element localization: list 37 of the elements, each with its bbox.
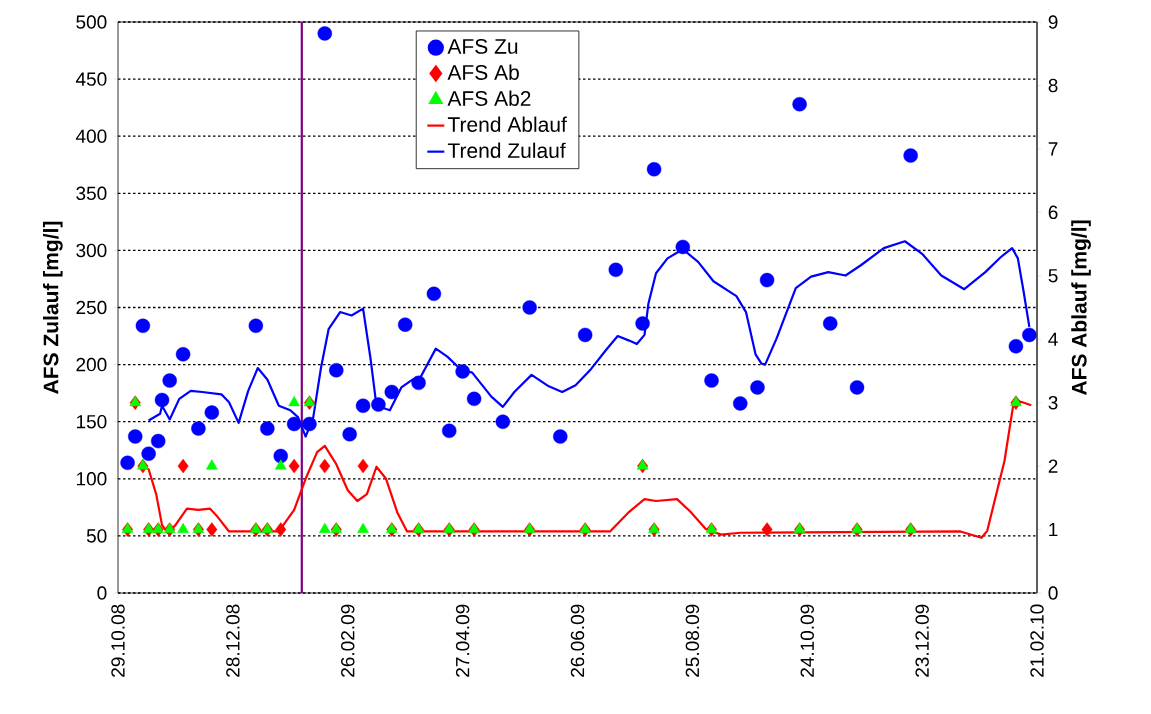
- y-tick-label: 300: [76, 243, 107, 258]
- y-tick-label: 150: [76, 414, 107, 429]
- x-tick-label: 28.12.08: [226, 604, 240, 677]
- x-tick-label: 27.04.09: [455, 604, 470, 677]
- y-tick-label: 500: [76, 15, 107, 29]
- legend-label: AFS Ab2: [447, 90, 531, 106]
- y2-tick-label: 6: [1048, 205, 1058, 220]
- y-tick-label: 400: [75, 129, 107, 143]
- legend-label: AFS Zu: [447, 38, 518, 54]
- legend-label: Trend Ablauf: [447, 116, 567, 132]
- y2-tick-label: 3: [1048, 395, 1058, 410]
- y-tick-label: 250: [76, 300, 107, 315]
- x-tick-label: 26.06.09: [570, 604, 585, 677]
- x-tick-label: 24.10.09: [800, 604, 814, 677]
- y2-tick-label: 0: [1048, 586, 1058, 600]
- y-tick-label: 0: [97, 586, 107, 600]
- y2-tick-label: 4: [1048, 332, 1058, 346]
- y2-axis-title: AFS Ablauf [mg/l]: [1071, 220, 1091, 396]
- y-tick-label: 200: [76, 357, 107, 372]
- legend-label: AFS Ab: [447, 64, 519, 80]
- legend-label: Trend Zulauf: [447, 142, 566, 159]
- y2-tick-label: 9: [1048, 15, 1058, 29]
- x-tick-label: 29.10.08: [111, 604, 125, 677]
- x-tick-label: 21.02.10: [1030, 604, 1044, 677]
- y2-tick-label: 1: [1049, 523, 1058, 537]
- y2-tick-label: 5: [1048, 269, 1058, 283]
- y2-tick-label: 8: [1048, 78, 1058, 93]
- x-tick-label: 25.08.09: [685, 604, 700, 677]
- y-axis-title: AFS Zulauf [mg/l]: [42, 221, 63, 394]
- y-tick-label: 50: [86, 529, 107, 543]
- y2-tick-label: 2: [1048, 459, 1058, 473]
- y2-tick-label: 7: [1048, 142, 1058, 156]
- y-tick-label: 100: [76, 472, 107, 486]
- x-tick-label: 26.02.09: [341, 604, 355, 677]
- y-tick-label: 450: [75, 72, 107, 86]
- y-tick-label: 350: [76, 186, 107, 201]
- x-tick-label: 23.12.09: [915, 604, 929, 677]
